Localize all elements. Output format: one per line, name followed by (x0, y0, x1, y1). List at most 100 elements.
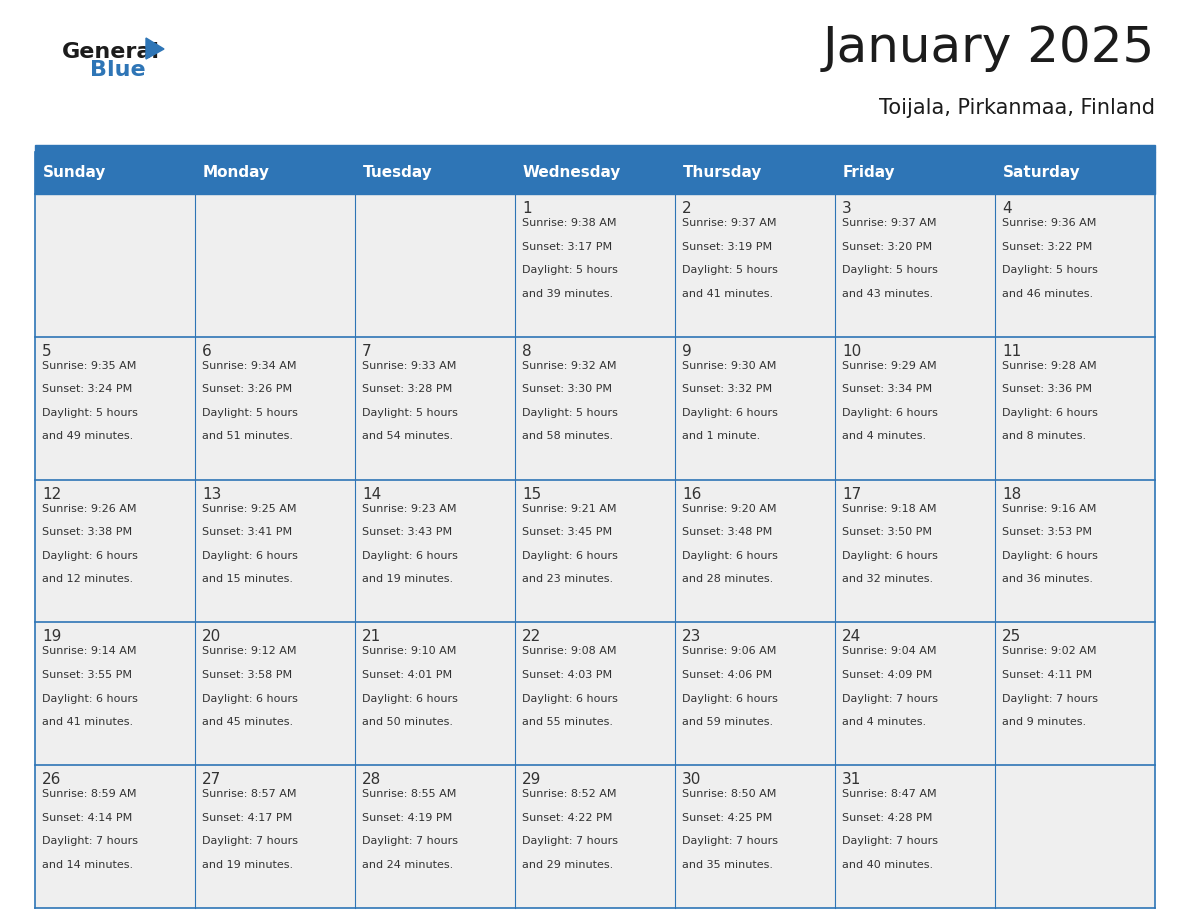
Text: 26: 26 (42, 772, 62, 788)
Text: 23: 23 (682, 630, 701, 644)
Text: 27: 27 (202, 772, 221, 788)
Text: 3: 3 (842, 201, 852, 216)
Text: Sunrise: 9:30 AM: Sunrise: 9:30 AM (682, 361, 777, 371)
Text: Sunrise: 9:16 AM: Sunrise: 9:16 AM (1001, 504, 1097, 513)
Text: Daylight: 6 hours: Daylight: 6 hours (42, 551, 138, 561)
Text: Sunrise: 8:50 AM: Sunrise: 8:50 AM (682, 789, 777, 800)
Text: 18: 18 (1001, 487, 1022, 501)
Text: Sunset: 3:17 PM: Sunset: 3:17 PM (522, 241, 612, 252)
Text: and 9 minutes.: and 9 minutes. (1001, 717, 1086, 727)
Text: January 2025: January 2025 (823, 24, 1155, 72)
Text: and 4 minutes.: and 4 minutes. (842, 431, 927, 442)
Bar (835, 194, 996, 337)
Text: 30: 30 (682, 772, 701, 788)
Text: and 49 minutes.: and 49 minutes. (42, 431, 133, 442)
Text: Sunrise: 9:25 AM: Sunrise: 9:25 AM (202, 504, 297, 513)
Text: Sunrise: 8:47 AM: Sunrise: 8:47 AM (842, 789, 936, 800)
Text: Sunset: 3:30 PM: Sunset: 3:30 PM (522, 385, 612, 395)
Text: Daylight: 6 hours: Daylight: 6 hours (522, 551, 618, 561)
Text: and 29 minutes.: and 29 minutes. (522, 860, 613, 870)
Text: and 24 minutes.: and 24 minutes. (362, 860, 454, 870)
Text: and 51 minutes.: and 51 minutes. (202, 431, 293, 442)
Text: 22: 22 (522, 630, 542, 644)
Text: 21: 21 (362, 630, 381, 644)
Text: 5: 5 (42, 344, 51, 359)
Text: Daylight: 7 hours: Daylight: 7 hours (522, 836, 618, 846)
Text: Sunset: 3:50 PM: Sunset: 3:50 PM (842, 527, 933, 537)
Bar (355, 479, 516, 622)
Text: 16: 16 (682, 487, 701, 501)
Text: 2: 2 (682, 201, 691, 216)
Text: Daylight: 6 hours: Daylight: 6 hours (842, 551, 937, 561)
Text: and 36 minutes.: and 36 minutes. (1001, 575, 1093, 584)
Bar (516, 337, 675, 479)
Text: Daylight: 7 hours: Daylight: 7 hours (842, 836, 939, 846)
Text: Daylight: 5 hours: Daylight: 5 hours (522, 408, 618, 418)
Text: 31: 31 (842, 772, 861, 788)
Text: and 46 minutes.: and 46 minutes. (1001, 288, 1093, 298)
Text: 29: 29 (522, 772, 542, 788)
Text: Sunset: 3:43 PM: Sunset: 3:43 PM (362, 527, 453, 537)
Text: 1: 1 (522, 201, 531, 216)
Text: Sunrise: 9:35 AM: Sunrise: 9:35 AM (42, 361, 137, 371)
Text: Daylight: 6 hours: Daylight: 6 hours (1001, 551, 1098, 561)
Text: Sunset: 4:19 PM: Sunset: 4:19 PM (362, 812, 453, 823)
Text: Sunrise: 9:33 AM: Sunrise: 9:33 AM (362, 361, 456, 371)
Bar (516, 479, 675, 622)
Text: and 28 minutes.: and 28 minutes. (682, 575, 773, 584)
Bar (195, 622, 355, 766)
Polygon shape (146, 38, 164, 59)
Text: Daylight: 5 hours: Daylight: 5 hours (1001, 265, 1098, 275)
Text: and 54 minutes.: and 54 minutes. (362, 431, 453, 442)
Text: Sunrise: 8:55 AM: Sunrise: 8:55 AM (362, 789, 456, 800)
Text: Sunday: Sunday (43, 165, 107, 181)
Text: and 23 minutes.: and 23 minutes. (522, 575, 613, 584)
Text: Daylight: 7 hours: Daylight: 7 hours (842, 693, 939, 703)
Text: Daylight: 6 hours: Daylight: 6 hours (522, 693, 618, 703)
Text: Sunset: 3:19 PM: Sunset: 3:19 PM (682, 241, 772, 252)
Bar (996, 479, 1155, 622)
Text: 9: 9 (682, 344, 691, 359)
Bar (34, 622, 195, 766)
Text: and 58 minutes.: and 58 minutes. (522, 431, 613, 442)
Text: Daylight: 7 hours: Daylight: 7 hours (42, 836, 138, 846)
Text: Daylight: 5 hours: Daylight: 5 hours (362, 408, 457, 418)
Text: 14: 14 (362, 487, 381, 501)
Text: Sunrise: 9:28 AM: Sunrise: 9:28 AM (1001, 361, 1097, 371)
Text: Sunset: 3:55 PM: Sunset: 3:55 PM (42, 670, 132, 680)
Bar (195, 479, 355, 622)
Text: Daylight: 6 hours: Daylight: 6 hours (682, 693, 778, 703)
Text: Daylight: 5 hours: Daylight: 5 hours (42, 408, 138, 418)
Text: Saturday: Saturday (1003, 165, 1081, 181)
Text: Sunrise: 9:36 AM: Sunrise: 9:36 AM (1001, 218, 1097, 228)
Text: 7: 7 (362, 344, 372, 359)
Text: Thursday: Thursday (683, 165, 763, 181)
Text: Sunset: 3:45 PM: Sunset: 3:45 PM (522, 527, 612, 537)
Text: and 59 minutes.: and 59 minutes. (682, 717, 773, 727)
Text: Monday: Monday (203, 165, 270, 181)
Text: Daylight: 6 hours: Daylight: 6 hours (1001, 408, 1098, 418)
Text: 15: 15 (522, 487, 542, 501)
Text: Sunrise: 9:37 AM: Sunrise: 9:37 AM (842, 218, 936, 228)
Text: Daylight: 7 hours: Daylight: 7 hours (1001, 693, 1098, 703)
Text: and 45 minutes.: and 45 minutes. (202, 717, 293, 727)
Bar (34, 145, 1155, 152)
Text: 8: 8 (522, 344, 531, 359)
Text: Daylight: 6 hours: Daylight: 6 hours (362, 551, 457, 561)
Text: Sunrise: 9:29 AM: Sunrise: 9:29 AM (842, 361, 936, 371)
Text: Sunrise: 8:59 AM: Sunrise: 8:59 AM (42, 789, 137, 800)
Text: and 32 minutes.: and 32 minutes. (842, 575, 933, 584)
Text: Sunrise: 9:34 AM: Sunrise: 9:34 AM (202, 361, 297, 371)
Text: Daylight: 6 hours: Daylight: 6 hours (682, 408, 778, 418)
Text: Sunrise: 9:38 AM: Sunrise: 9:38 AM (522, 218, 617, 228)
Bar (996, 766, 1155, 908)
Bar (675, 194, 835, 337)
Text: Daylight: 7 hours: Daylight: 7 hours (682, 836, 778, 846)
Text: Sunset: 4:22 PM: Sunset: 4:22 PM (522, 812, 612, 823)
Bar (835, 479, 996, 622)
Text: 20: 20 (202, 630, 221, 644)
Text: Sunrise: 9:23 AM: Sunrise: 9:23 AM (362, 504, 456, 513)
Text: Friday: Friday (843, 165, 896, 181)
Text: and 43 minutes.: and 43 minutes. (842, 288, 933, 298)
Text: Sunset: 3:53 PM: Sunset: 3:53 PM (1001, 527, 1092, 537)
